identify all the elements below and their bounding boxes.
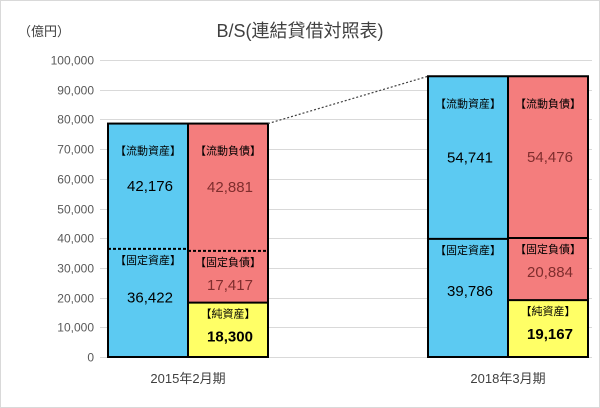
y-tick-label: 10,000 — [57, 321, 94, 335]
liabilities-net-assets-bar-segment — [188, 302, 268, 357]
liabilities-net-assets-bar-segment — [508, 76, 588, 239]
liabilities-net-assets-bar-segment — [508, 300, 588, 357]
segment-name-label: 【流動資産】 — [115, 144, 181, 158]
y-axis-unit-label: （億円） — [18, 24, 70, 39]
segment-value-label: 54,741 — [447, 150, 493, 167]
segment-name-label: 【固定負債】 — [195, 255, 261, 269]
segment-value-label: 19,167 — [527, 326, 573, 343]
segment-name-label: 【流動負債】 — [515, 96, 581, 110]
x-axis-category-label: 2018年3月期 — [470, 371, 545, 386]
assets-bar-segment — [428, 76, 508, 239]
y-tick-label: 50,000 — [57, 203, 94, 217]
segment-name-label: 【固定負債】 — [515, 242, 581, 256]
y-tick-label: 90,000 — [57, 84, 94, 98]
group-outline — [427, 75, 589, 358]
x-axis-category-labels: 2015年2月期 2018年3月期 — [150, 371, 545, 386]
y-tick-label: 60,000 — [57, 173, 94, 187]
segment-name-label: 【固定資産】 — [435, 243, 501, 257]
y-tick-label: 40,000 — [57, 232, 94, 246]
data-labels: 【流動資産】 42,176 【固定資産】 36,422 【流動負債】 42,881 【固定負… — [115, 96, 581, 345]
liabilities-net-assets-bar-segment — [188, 123, 268, 251]
segment-name-label: 【流動負債】 — [195, 144, 261, 158]
assets-bar-segment — [108, 123, 188, 249]
bar-outlines — [107, 75, 589, 359]
liabilities-net-assets-bar-segment — [508, 238, 588, 301]
segment-value-label: 20,884 — [527, 264, 573, 281]
assets-bar-segment — [108, 248, 188, 357]
y-tick-label: 100,000 — [51, 54, 95, 68]
segment-value-label: 42,176 — [127, 178, 173, 195]
chart-title: B/S(連結貸借対照表) — [216, 21, 383, 41]
y-tick-label: 0 — [87, 351, 94, 365]
y-axis-tick-labels: 0 10,000 20,000 30,000 40,000 50,000 60,000 70,… — [51, 54, 95, 365]
segment-name-label: 【純資産】 — [521, 305, 576, 318]
segment-value-label: 42,881 — [207, 179, 253, 196]
segment-name-label: 【純資産】 — [201, 308, 256, 321]
y-tick-label: 20,000 — [57, 292, 94, 306]
y-tick-label: 30,000 — [57, 262, 94, 276]
segment-value-label: 39,786 — [447, 283, 493, 300]
segment-value-label: 54,476 — [527, 149, 573, 166]
segment-value-label: 17,417 — [207, 277, 253, 294]
x-axis-category-label: 2015年2月期 — [150, 371, 225, 386]
segment-name-label: 【固定資産】 — [115, 253, 181, 267]
segment-name-label: 【流動資産】 — [435, 96, 501, 110]
y-tick-label: 70,000 — [57, 143, 94, 157]
group-outline — [107, 122, 269, 359]
y-tick-label: 80,000 — [57, 113, 94, 127]
bar-segments — [108, 76, 588, 357]
segment-value-label: 18,300 — [207, 329, 253, 346]
segment-value-label: 36,422 — [127, 290, 173, 307]
assets-bar-segment — [428, 238, 508, 357]
liabilities-net-assets-bar-segment — [188, 250, 268, 303]
